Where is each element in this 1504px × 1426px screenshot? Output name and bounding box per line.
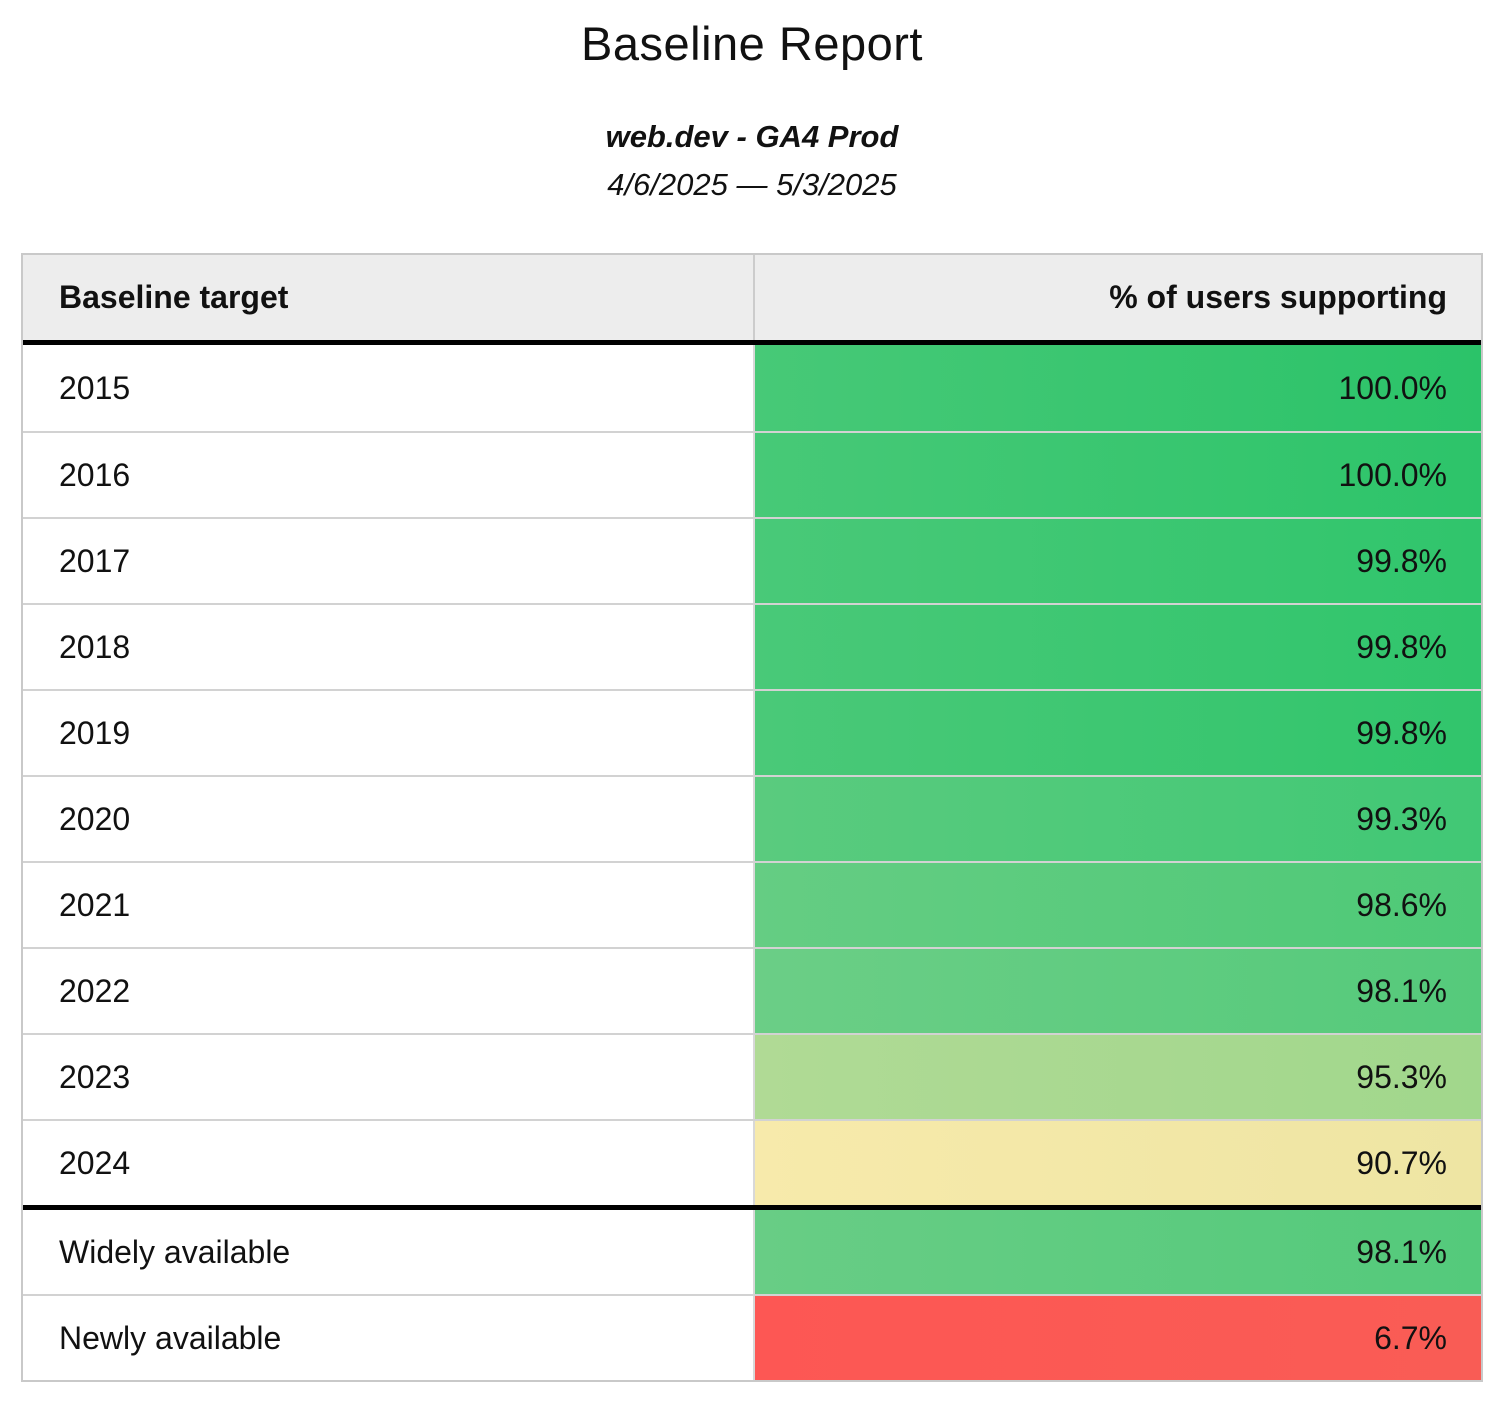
support-percent-cell: 90.7% (755, 1121, 1481, 1205)
table-row: 2016 100.0% (23, 431, 1481, 517)
baseline-report-table: Baseline target % of users supporting 20… (21, 253, 1483, 1382)
column-header-baseline-target: Baseline target (23, 255, 755, 340)
baseline-target-cell: Widely available (23, 1210, 755, 1294)
baseline-target-cell: 2022 (23, 949, 755, 1033)
baseline-target-cell: 2017 (23, 519, 755, 603)
table-row: 2021 98.6% (23, 861, 1481, 947)
baseline-target-cell: 2021 (23, 863, 755, 947)
page-title: Baseline Report (581, 17, 923, 70)
support-percent-cell: 98.6% (755, 863, 1481, 947)
baseline-target-cell: 2024 (23, 1121, 755, 1205)
table-row: Newly available 6.7% (23, 1294, 1481, 1380)
table-row: 2023 95.3% (23, 1033, 1481, 1119)
support-percent-cell: 98.1% (755, 949, 1481, 1033)
baseline-target-cell: Newly available (23, 1296, 755, 1380)
report-subtitle: web.dev - GA4 Prod (605, 119, 899, 154)
table-row: 2022 98.1% (23, 947, 1481, 1033)
support-percent-cell: 99.8% (755, 605, 1481, 689)
support-percent-cell: 99.3% (755, 777, 1481, 861)
table-row: 2020 99.3% (23, 775, 1481, 861)
support-percent-cell: 99.8% (755, 519, 1481, 603)
table-row: 2024 90.7% (23, 1119, 1481, 1205)
baseline-target-cell: 2023 (23, 1035, 755, 1119)
support-percent-cell: 6.7% (755, 1296, 1481, 1380)
table-row: 2019 99.8% (23, 689, 1481, 775)
baseline-target-cell: 2018 (23, 605, 755, 689)
baseline-target-cell: 2019 (23, 691, 755, 775)
support-percent-cell: 99.8% (755, 691, 1481, 775)
baseline-target-cell: 2016 (23, 433, 755, 517)
column-header-percent-supporting: % of users supporting (1109, 279, 1447, 315)
support-percent-cell: 100.0% (755, 433, 1481, 517)
support-percent-cell: 98.1% (755, 1210, 1481, 1294)
table-row: 2018 99.8% (23, 603, 1481, 689)
table-header-row: Baseline target % of users supporting (23, 255, 1481, 345)
support-percent-cell: 100.0% (755, 345, 1481, 431)
table-row: 2017 99.8% (23, 517, 1481, 603)
table-body: 2015 100.0% 2016 100.0% 2017 99.8% 2018 … (23, 345, 1481, 1380)
baseline-target-cell: 2020 (23, 777, 755, 861)
table-row: Widely available 98.1% (23, 1205, 1481, 1294)
support-percent-cell: 95.3% (755, 1035, 1481, 1119)
report-date-range: 4/6/2025 — 5/3/2025 (607, 167, 897, 202)
baseline-target-cell: 2015 (23, 345, 755, 431)
table-row: 2015 100.0% (23, 345, 1481, 431)
